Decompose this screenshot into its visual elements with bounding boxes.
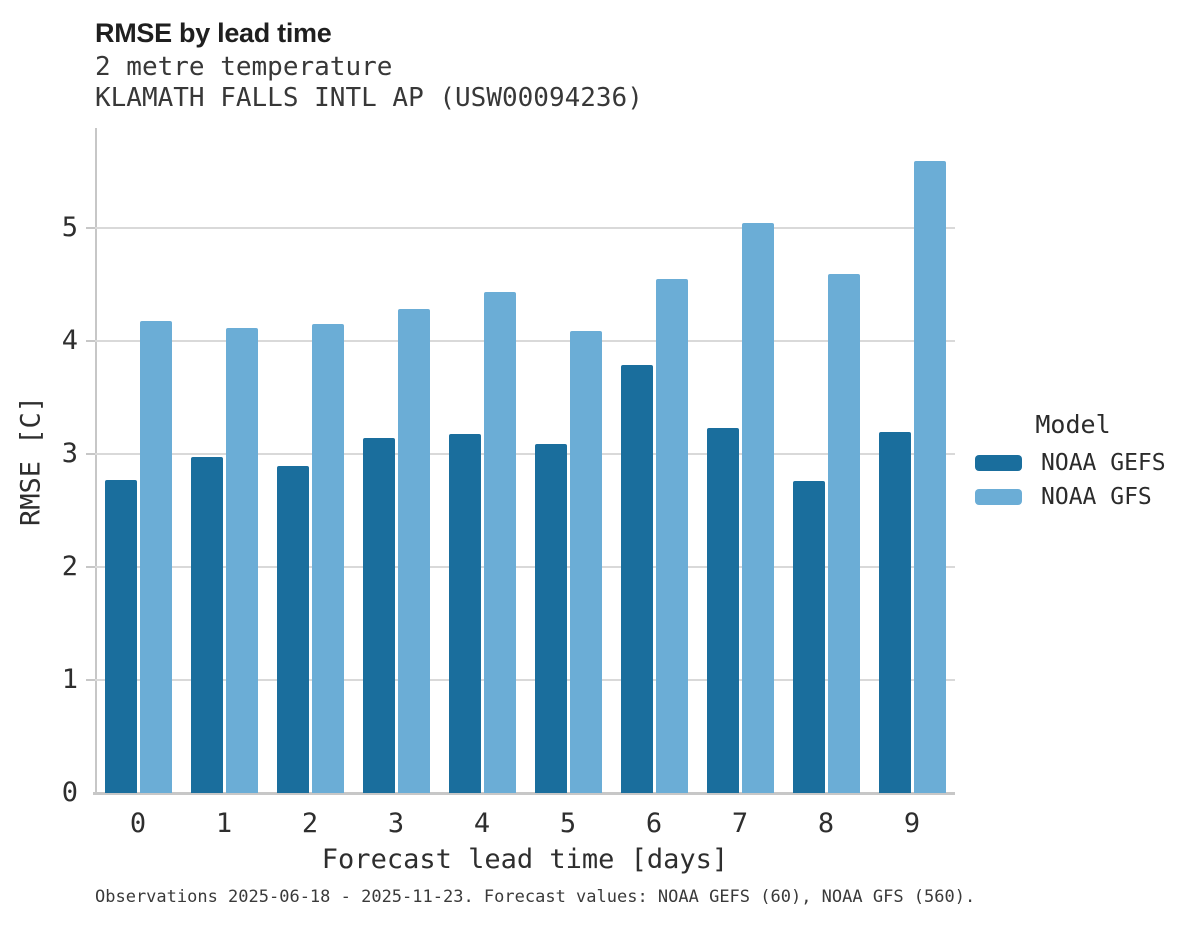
footer-note: Observations 2025-06-18 - 2025-11-23. Fo… <box>95 887 976 907</box>
station-name: KLAMATH FALLS INTL AP (USW00094236) <box>95 83 643 113</box>
x-tick-label-1: 1 <box>215 808 233 839</box>
y-tick-label-5: 5 <box>61 212 78 244</box>
bar-noaa-gfs-lead-6 <box>655 279 688 793</box>
bar-noaa-gfs-lead-0 <box>139 321 172 793</box>
x-tick-label-2: 2 <box>301 808 319 839</box>
gridline-y-3 <box>95 453 955 456</box>
y-axis-spine <box>95 128 97 793</box>
y-tick-label-3: 3 <box>61 438 78 470</box>
legend-label: NOAA GEFS <box>1041 449 1166 476</box>
bar-noaa-gfs-lead-7 <box>741 222 774 793</box>
gridline-y-1 <box>95 679 955 682</box>
x-tick-label-0: 0 <box>129 808 147 839</box>
bar-noaa-gefs-lead-7 <box>706 428 739 793</box>
x-tick-label-9: 9 <box>903 808 921 839</box>
bar-noaa-gfs-lead-4 <box>483 291 516 793</box>
legend: Model NOAA GEFS NOAA GFS <box>975 410 1171 521</box>
bar-noaa-gfs-lead-9 <box>913 160 946 793</box>
bar-noaa-gefs-lead-4 <box>448 433 481 793</box>
y-tick-2 <box>86 566 95 569</box>
x-tick-label-4: 4 <box>473 808 491 839</box>
x-tick-label-8: 8 <box>817 808 835 839</box>
x-tick-label-3: 3 <box>387 808 405 839</box>
legend-entry-noaa-gfs: NOAA GFS <box>975 484 1171 510</box>
bar-noaa-gefs-lead-1 <box>190 456 223 793</box>
bar-noaa-gfs-lead-8 <box>827 273 860 793</box>
gridline-y-5 <box>95 227 955 230</box>
bar-noaa-gefs-lead-5 <box>534 444 567 793</box>
plot-area <box>86 128 955 795</box>
gridline-y-2 <box>95 566 955 569</box>
chart-title: RMSE by lead time <box>95 18 332 48</box>
legend-entry-noaa-gefs: NOAA GEFS <box>975 450 1171 476</box>
bar-noaa-gfs-lead-3 <box>397 308 430 793</box>
y-tick-5 <box>86 227 95 230</box>
y-tick-4 <box>86 340 95 343</box>
y-tick-3 <box>86 453 95 456</box>
bar-noaa-gefs-lead-9 <box>878 431 911 793</box>
legend-label: NOAA GFS <box>1041 483 1152 510</box>
bar-noaa-gefs-lead-2 <box>276 465 309 793</box>
y-tick-label-0: 0 <box>61 777 78 808</box>
x-axis-label: Forecast lead time [days] <box>321 844 729 875</box>
bar-noaa-gefs-lead-8 <box>792 481 825 793</box>
bar-noaa-gefs-lead-3 <box>362 438 395 793</box>
gridline-y-4 <box>95 340 955 343</box>
x-axis-baseline <box>93 792 955 795</box>
bar-noaa-gfs-lead-1 <box>225 327 258 793</box>
x-tick-label-7: 7 <box>731 808 749 839</box>
bar-noaa-gefs-lead-0 <box>104 480 137 793</box>
bar-noaa-gefs-lead-6 <box>620 365 653 793</box>
legend-swatch <box>975 488 1022 505</box>
bar-noaa-gfs-lead-2 <box>311 324 344 793</box>
y-tick-label-2: 2 <box>61 551 78 583</box>
x-tick-label-5: 5 <box>559 808 577 839</box>
y-tick-label-4: 4 <box>61 325 78 357</box>
y-tick-1 <box>86 679 95 682</box>
legend-title: Model <box>1035 410 1111 439</box>
chart-subtitle: 2 metre temperature <box>95 52 393 82</box>
legend-swatch <box>975 454 1022 471</box>
bar-noaa-gfs-lead-5 <box>569 331 602 793</box>
x-tick-label-6: 6 <box>645 808 663 839</box>
y-tick-label-1: 1 <box>61 664 78 696</box>
